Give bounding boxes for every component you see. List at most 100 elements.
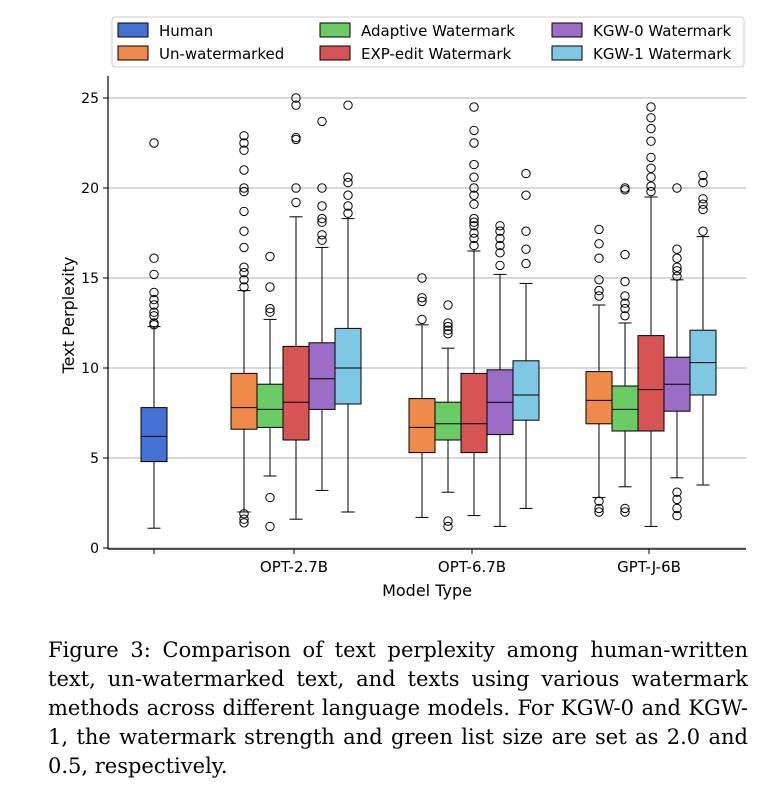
legend-swatch — [551, 22, 583, 38]
outlier-point — [495, 221, 505, 231]
outlier-point — [265, 303, 275, 314]
outlier-point — [239, 514, 249, 524]
outlier-point — [317, 230, 327, 240]
outlier-point — [149, 294, 159, 305]
outlier-point — [672, 262, 682, 272]
outlier-point — [469, 159, 479, 170]
outlier-point — [317, 235, 327, 245]
outlier-point — [646, 181, 656, 191]
box-kgw-0-watermark-opt-6-7b — [486, 221, 514, 527]
outlier-point — [672, 183, 682, 193]
outlier-point — [646, 186, 656, 197]
y-tick-label: 25 — [81, 91, 99, 107]
outlier-point — [239, 138, 249, 148]
legend-label: Un-watermarked — [159, 45, 284, 63]
outlier-point — [495, 233, 505, 244]
box-un-watermarked-opt-6-7b — [408, 273, 436, 518]
outlier-point — [469, 221, 479, 231]
outlier-point — [646, 102, 656, 112]
grid-lines — [108, 97, 746, 549]
outlier-point — [239, 242, 249, 253]
box-adaptive-watermark-opt-6-7b — [434, 300, 462, 532]
outlier-point — [317, 201, 327, 211]
legend-swatch — [319, 45, 351, 61]
outlier-point — [443, 300, 453, 310]
iqr-box — [611, 385, 639, 432]
iqr-box — [230, 372, 258, 430]
outlier-point — [469, 199, 479, 209]
outlier-point — [646, 172, 656, 182]
box-human-human — [140, 138, 168, 529]
iqr-box — [256, 383, 284, 428]
outlier-point — [495, 260, 505, 271]
outlier-point — [469, 102, 479, 112]
outlier-point — [239, 131, 249, 141]
outlier-point — [620, 183, 630, 193]
outlier-point — [239, 145, 249, 155]
outlier-point — [698, 170, 708, 181]
outlier-point — [646, 152, 656, 163]
iqr-box — [585, 371, 613, 425]
outlier-point — [620, 291, 630, 301]
legend-swatch — [551, 45, 583, 61]
outlier-point — [521, 244, 531, 254]
iqr-box — [637, 335, 665, 432]
outlier-point — [672, 494, 682, 505]
outlier-point — [620, 276, 630, 287]
outlier-point — [620, 311, 630, 321]
outlier-point — [672, 244, 682, 254]
outlier-point — [469, 233, 479, 244]
legend: Human Un-watermarked Adaptive Watermark EXP… — [111, 16, 745, 68]
legend-label: Human — [159, 22, 213, 40]
outlier-point — [469, 125, 479, 136]
outlier-point — [698, 194, 708, 204]
figure-caption: Figure 3: Comparison of text perplexity … — [48, 638, 748, 778]
box-plot-figure: 0 5 10 15 20 25 OPT-2.7B OPT-6.7B GPT-J-6B Mode… — [59, 16, 746, 600]
outlier-point — [239, 509, 249, 519]
outlier-point — [672, 510, 682, 521]
outlier-point — [594, 275, 604, 285]
outlier-point — [521, 190, 531, 200]
legend-item: KGW-0 Watermark — [551, 22, 731, 40]
x-tick-label: GPT-J-6B — [617, 558, 681, 576]
outlier-point — [317, 217, 327, 227]
legend-swatch — [117, 45, 149, 61]
iqr-box — [434, 401, 462, 441]
outlier-point — [698, 177, 708, 188]
outlier-point — [239, 518, 249, 528]
outlier-point — [594, 496, 604, 506]
outlier-point — [239, 206, 249, 217]
outlier-point — [469, 213, 479, 224]
box-plot-area — [140, 93, 717, 532]
outlier-point — [291, 100, 301, 110]
iqr-box — [334, 327, 362, 405]
outlier-point — [620, 507, 630, 517]
outlier-point — [698, 226, 708, 236]
outlier-point — [149, 311, 159, 321]
iqr-box — [408, 398, 436, 454]
outlier-point — [469, 217, 479, 227]
outlier-point — [469, 190, 479, 200]
outlier-point — [646, 123, 656, 134]
outlier-point — [239, 186, 249, 197]
legend-label: KGW-0 Watermark — [593, 22, 731, 40]
legend-item: KGW-1 Watermark — [551, 45, 731, 63]
outlier-point — [469, 172, 479, 182]
outlier-point — [672, 503, 682, 514]
outlier-point — [469, 228, 479, 238]
outlier-point — [672, 271, 682, 281]
outlier-point — [495, 240, 505, 251]
y-tick-label: 5 — [90, 451, 99, 467]
iqr-box — [512, 360, 540, 421]
outlier-point — [291, 132, 301, 143]
outlier-point — [620, 303, 630, 314]
iqr-box — [308, 342, 336, 410]
outlier-point — [443, 321, 453, 332]
outlier-point — [594, 253, 604, 263]
outlier-point — [620, 249, 630, 260]
outlier-point — [239, 165, 249, 175]
legend-label: Adaptive Watermark — [361, 22, 515, 40]
box-exp-edit-watermark-opt-6-7b — [460, 102, 488, 517]
outlier-point — [620, 298, 630, 308]
box-adaptive-watermark-gpt-j-6b — [611, 183, 639, 517]
